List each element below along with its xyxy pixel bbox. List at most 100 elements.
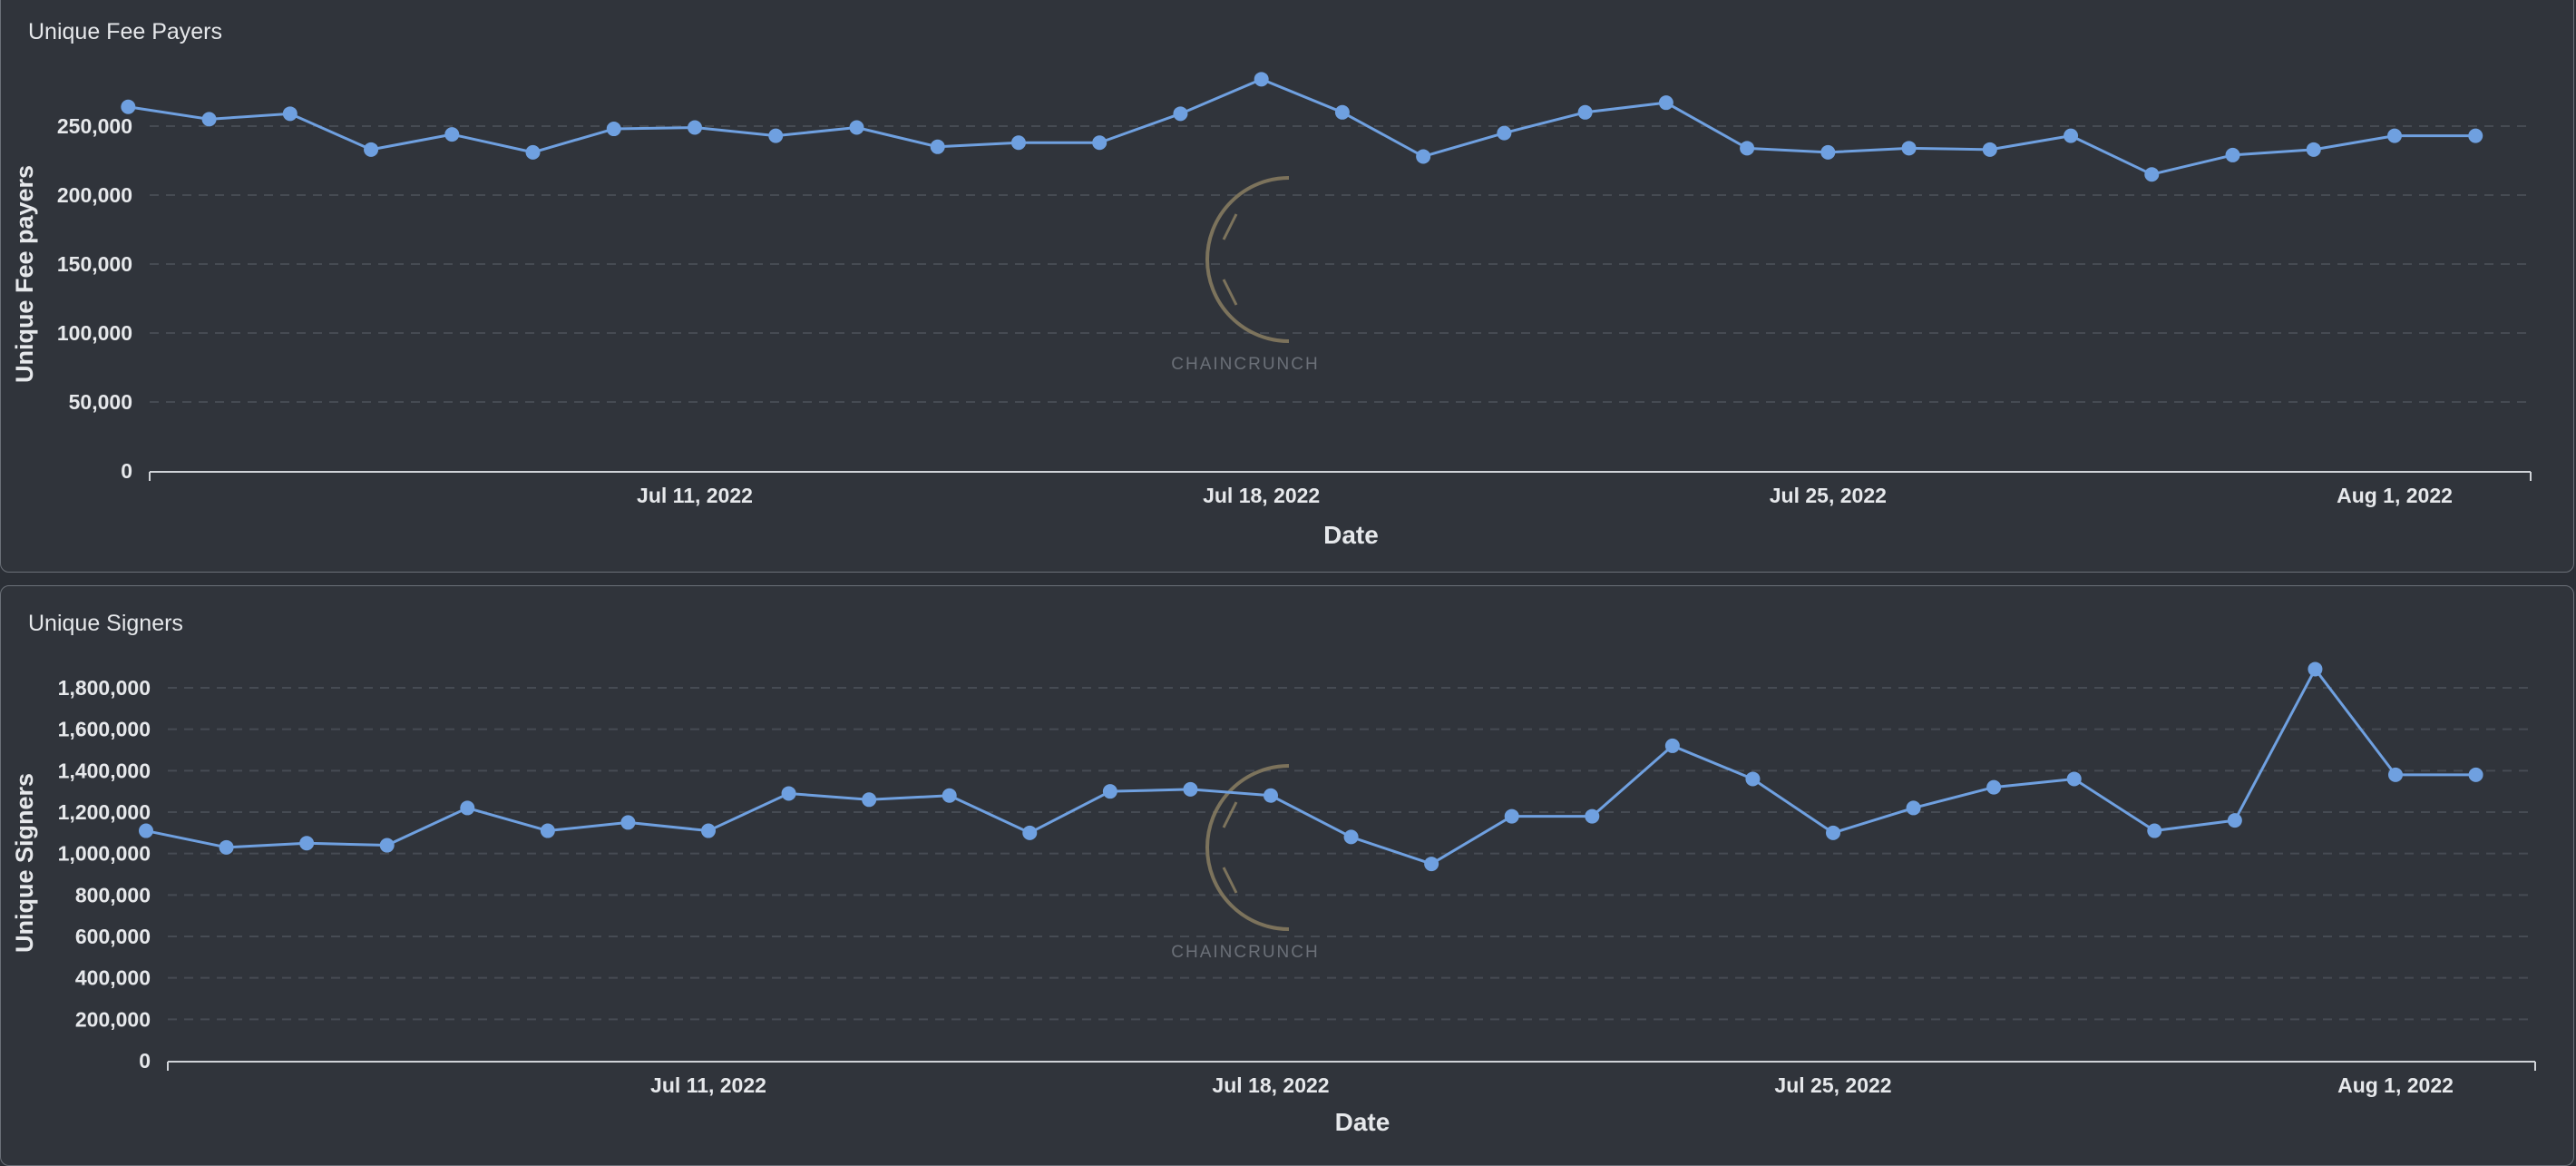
- x-tick-label: Aug 1, 2022: [2337, 1073, 2454, 1097]
- series-line: [145, 667, 2476, 866]
- y-tick-label: 800,000: [75, 883, 151, 906]
- x-tick-label: Jul 18, 2022: [1212, 1073, 1329, 1097]
- data-point: [2468, 128, 2483, 143]
- x-tick-label: Jul 11, 2022: [650, 1073, 766, 1097]
- y-tick-label: 200,000: [75, 1007, 151, 1031]
- data-point: [379, 838, 395, 853]
- data-point: [1740, 141, 1755, 156]
- watermark-stroke: [1222, 867, 1238, 894]
- data-point: [1745, 771, 1761, 787]
- fee-payers-title: Unique Fee Payers: [28, 19, 223, 44]
- data-point: [1585, 808, 1600, 824]
- chaincrunch-watermark: [1205, 764, 1290, 931]
- watermark-stroke: [1222, 213, 1238, 240]
- data-point: [1424, 857, 1439, 872]
- y-tick-label: 100,000: [57, 321, 132, 345]
- fee-payers-panel: Unique Fee Payers: [0, 0, 2574, 573]
- y-tick-label: 0: [121, 459, 132, 483]
- data-point: [1102, 784, 1117, 799]
- x-tick-label: Jul 18, 2022: [1203, 484, 1320, 507]
- data-point: [282, 106, 298, 122]
- watermark-text: CHAINCRUNCH: [1171, 943, 1319, 962]
- data-point: [1901, 141, 1917, 156]
- data-point: [1092, 135, 1107, 151]
- data-point: [299, 836, 315, 851]
- data-point: [1416, 149, 1431, 164]
- y-tick-label: 400,000: [75, 966, 151, 990]
- x-tick-label: Jul 25, 2022: [1774, 1073, 1891, 1097]
- data-point: [219, 839, 234, 855]
- signers-panel: Unique Signers: [0, 585, 2574, 1166]
- data-point: [688, 120, 702, 135]
- x-axis-title: Date: [1335, 1108, 1390, 1136]
- data-point: [1826, 825, 1840, 840]
- data-point: [1504, 808, 1519, 824]
- data-point: [942, 788, 957, 803]
- data-point: [1264, 788, 1278, 803]
- data-point: [1022, 825, 1038, 840]
- y-tick-label: 250,000: [57, 114, 132, 138]
- data-point: [1986, 779, 2002, 795]
- data-point: [1183, 781, 1198, 797]
- data-point: [1906, 800, 1921, 816]
- data-point: [201, 112, 217, 127]
- data-point: [620, 815, 636, 830]
- data-point: [2227, 813, 2242, 828]
- data-point: [2388, 767, 2403, 782]
- y-tick-label: 1,800,000: [58, 676, 151, 700]
- data-point: [606, 122, 621, 137]
- data-point: [2147, 823, 2162, 838]
- data-point: [1497, 125, 1512, 141]
- data-point: [781, 786, 796, 801]
- data-point: [2306, 142, 2321, 157]
- data-point: [768, 128, 784, 143]
- data-point: [1658, 95, 1673, 111]
- signers-chart: 0 200,000 400,000 600,000 800,000 1,000,000 1,…: [11, 661, 2536, 1136]
- data-point: [862, 792, 877, 808]
- y-axis-title: Unique Fee payers: [11, 165, 38, 383]
- watermark-stroke: [1222, 801, 1238, 828]
- y-tick-label: 0: [139, 1049, 151, 1073]
- data-point: [121, 99, 136, 114]
- x-tick-label: Aug 1, 2022: [2337, 484, 2453, 507]
- y-tick-label: 1,000,000: [58, 842, 151, 866]
- x-axis-title: Date: [1323, 521, 1379, 549]
- fee-payers-chart: 0 50,000 100,000 150,000 200,000 250,000 Jul 1…: [11, 72, 2532, 549]
- data-point: [1254, 72, 1269, 87]
- x-tick-label: Jul 25, 2022: [1770, 484, 1887, 507]
- data-point: [2225, 147, 2240, 162]
- series-line: [128, 77, 2476, 176]
- data-point: [1982, 142, 1997, 157]
- signers-title: Unique Signers: [28, 611, 183, 636]
- y-tick-label: 1,600,000: [58, 718, 151, 741]
- data-point: [1343, 829, 1359, 845]
- data-point: [364, 142, 379, 157]
- data-point: [525, 144, 541, 160]
- data-point: [540, 823, 555, 838]
- data-point: [2468, 767, 2483, 782]
- data-point: [2066, 771, 2082, 787]
- y-tick-label: 1,400,000: [58, 759, 151, 782]
- data-point: [2144, 167, 2160, 182]
- y-tick-label: 600,000: [75, 925, 151, 948]
- watermark-arc: [1205, 176, 1290, 343]
- data-point: [701, 823, 716, 838]
- data-point: [139, 823, 153, 838]
- data-point: [460, 800, 475, 816]
- y-tick-label: 150,000: [57, 252, 132, 276]
- data-point: [1173, 106, 1188, 122]
- y-tick-label: 1,200,000: [58, 800, 151, 824]
- y-axis-title: Unique Signers: [11, 773, 38, 953]
- data-point: [1664, 738, 1680, 753]
- watermark-stroke: [1222, 279, 1238, 306]
- data-point: [2308, 661, 2323, 677]
- data-point: [444, 127, 460, 142]
- data-point: [2064, 128, 2079, 143]
- x-tick-label: Jul 11, 2022: [637, 484, 753, 507]
- chaincrunch-watermark: [1205, 176, 1290, 343]
- watermark-arc: [1205, 764, 1290, 931]
- data-point: [1820, 144, 1836, 160]
- data-point: [930, 139, 945, 154]
- watermark-text: CHAINCRUNCH: [1171, 355, 1319, 374]
- data-point: [2387, 128, 2402, 143]
